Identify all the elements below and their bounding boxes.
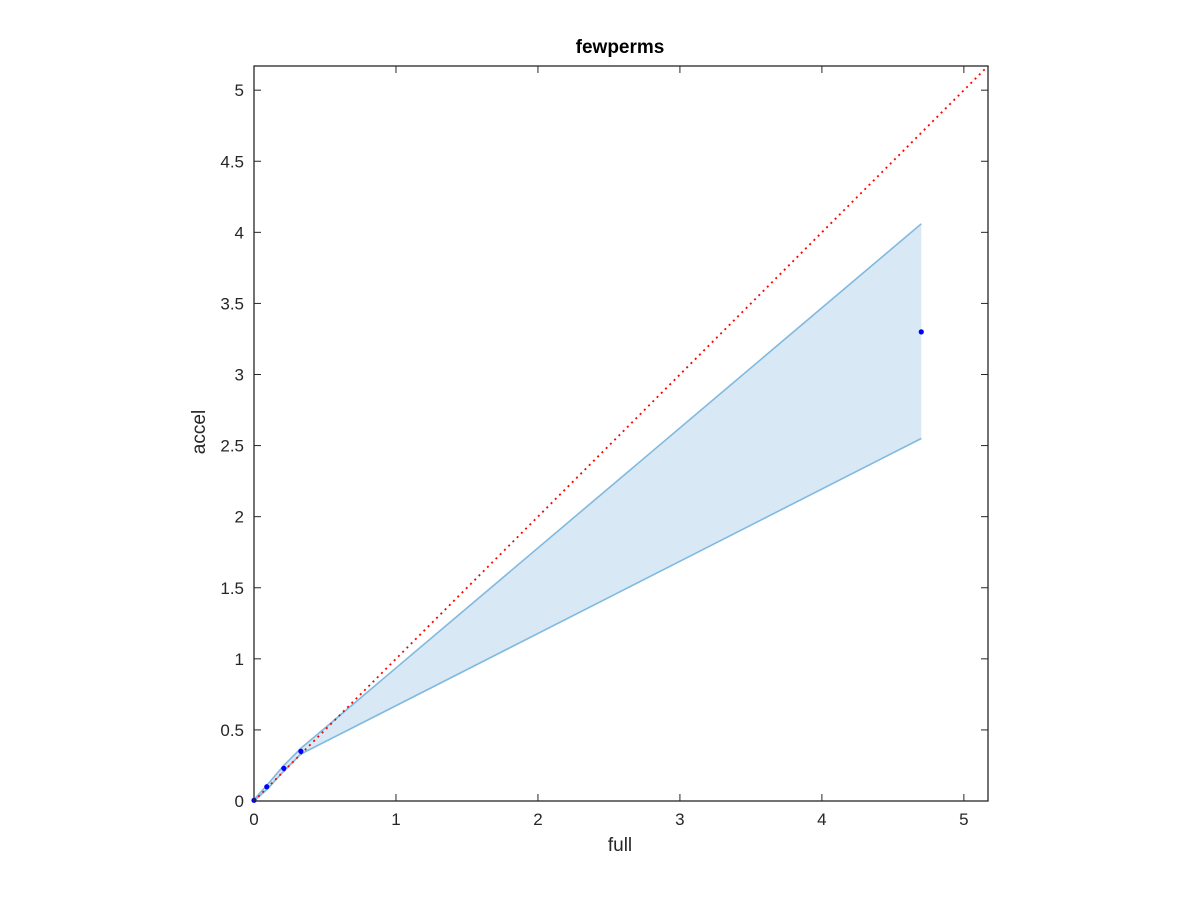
data-point bbox=[281, 765, 287, 771]
band-lower-edge bbox=[253, 437, 922, 802]
x-tick-label: 2 bbox=[533, 810, 542, 829]
y-tick-label: 3 bbox=[235, 366, 244, 385]
plot-area bbox=[251, 65, 989, 803]
data-point bbox=[298, 748, 304, 754]
y-axis-label: accel bbox=[189, 410, 210, 454]
y-tick-label: 1 bbox=[235, 650, 244, 669]
axes-box bbox=[253, 65, 989, 802]
data-point bbox=[264, 784, 270, 790]
y-tick-label: 2.5 bbox=[220, 437, 244, 456]
y-tick-label: 4 bbox=[235, 223, 244, 242]
x-tick-label: 0 bbox=[249, 810, 258, 829]
y-tick-label: 0.5 bbox=[220, 721, 244, 740]
band-upper-edge bbox=[253, 223, 922, 801]
chart-title: fewperms bbox=[576, 37, 665, 58]
y-tick-label: 2 bbox=[235, 508, 244, 527]
y-tick-label: 5 bbox=[235, 81, 244, 100]
band-fill bbox=[254, 223, 922, 802]
y-tick-label: 1.5 bbox=[220, 579, 244, 598]
x-tick-label: 1 bbox=[391, 810, 400, 829]
y-tick-label: 4.5 bbox=[220, 152, 244, 171]
data-point bbox=[918, 329, 924, 335]
y-tick-label: 3.5 bbox=[220, 294, 244, 313]
y-tick-label: 0 bbox=[235, 792, 244, 811]
x-tick-label: 3 bbox=[675, 810, 684, 829]
x-tick-label: 5 bbox=[959, 810, 968, 829]
x-tick-label: 4 bbox=[817, 810, 826, 829]
reference-line bbox=[253, 65, 989, 802]
x-axis-label: full bbox=[608, 835, 632, 856]
axes: 0 1 2 3 4 5 0 0.5 1 1.5 2 2.5 3 3.5 4 4.5 5 bbox=[220, 65, 989, 829]
